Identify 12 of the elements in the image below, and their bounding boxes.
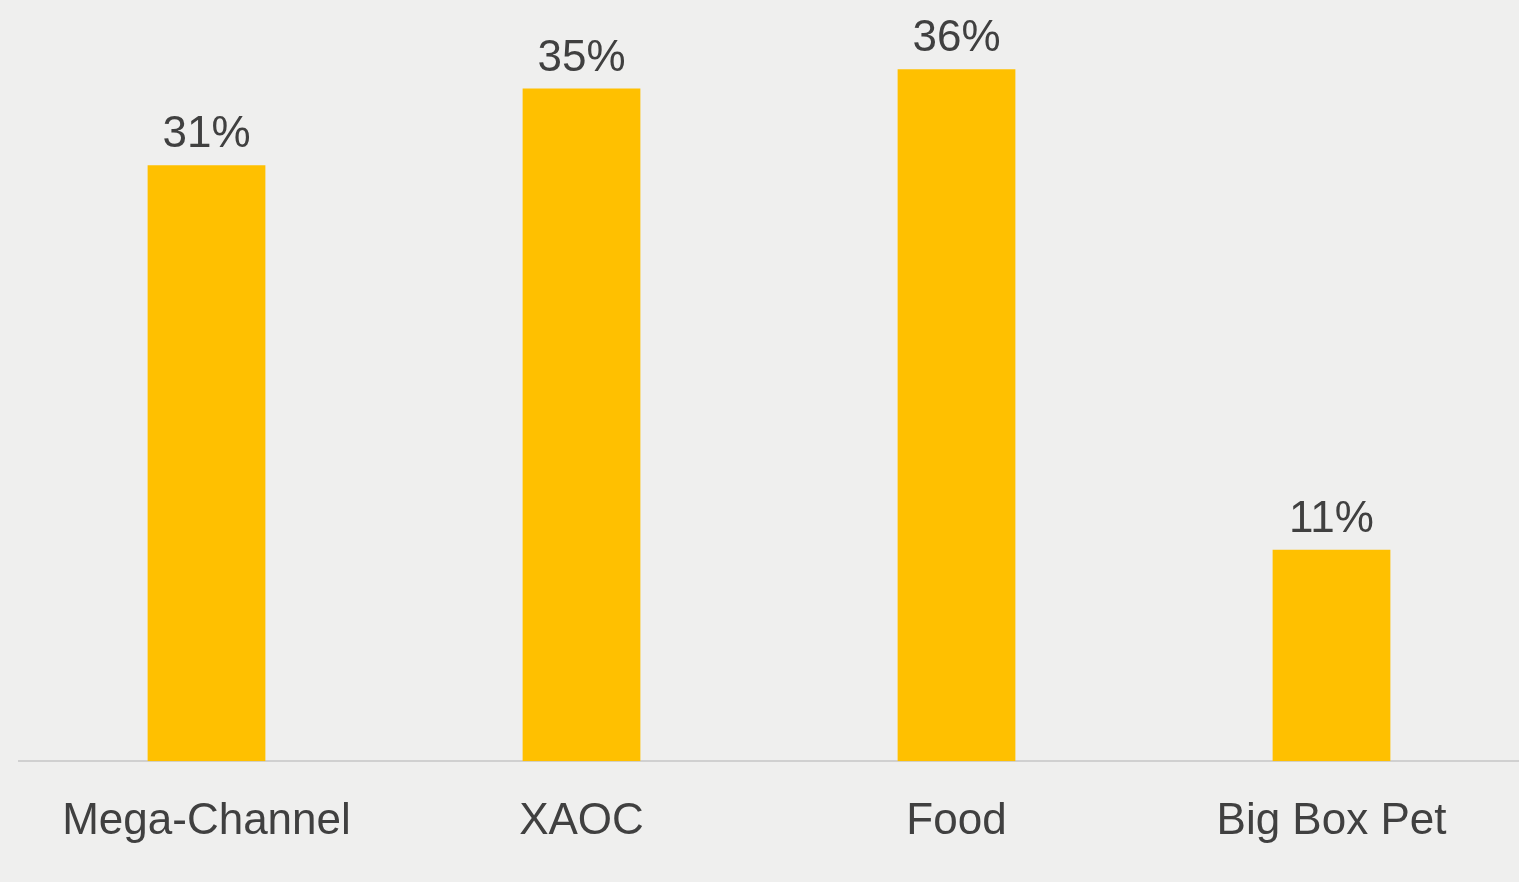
x-tick-label: XAOC	[519, 793, 644, 843]
data-label: 31%	[162, 107, 251, 157]
x-tick-label: Food	[906, 793, 1007, 843]
data-label: 11%	[1289, 491, 1374, 541]
x-tick-label: Big Box Pet	[1216, 793, 1447, 843]
bar	[522, 88, 641, 762]
bar	[147, 165, 266, 762]
data-label: 36%	[912, 11, 1001, 61]
bar	[1272, 549, 1391, 762]
x-tick-label: Mega-Channel	[62, 793, 351, 843]
data-label: 35%	[537, 30, 626, 80]
bar	[897, 69, 1016, 762]
